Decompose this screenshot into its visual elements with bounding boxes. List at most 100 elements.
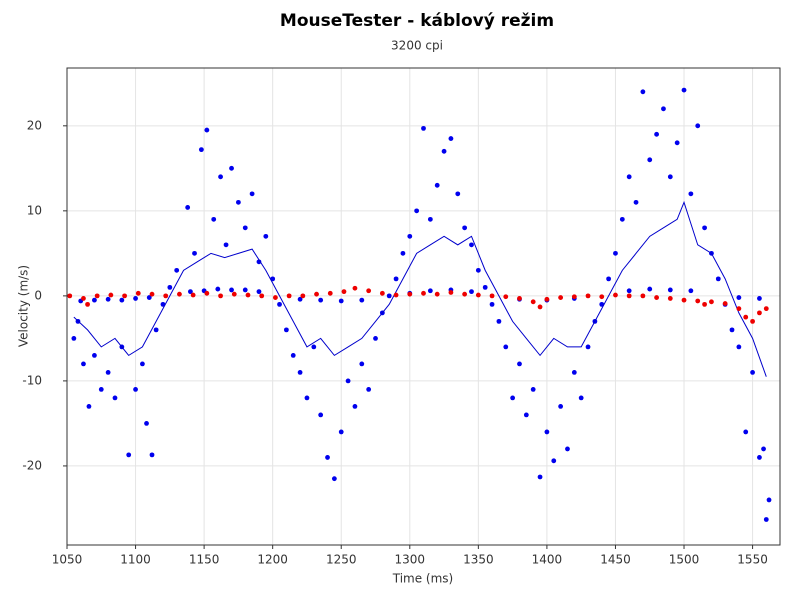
data-point	[729, 327, 735, 333]
data-point	[475, 267, 481, 273]
data-point	[188, 289, 193, 295]
data-point	[153, 327, 159, 333]
x-tick-label: 1400	[532, 553, 563, 567]
chart-subtitle: 3200 cpi	[391, 39, 443, 53]
data-point	[94, 293, 100, 299]
data-point	[537, 304, 543, 310]
x-tick-label: 1300	[395, 553, 426, 567]
data-point	[352, 404, 358, 409]
x-tick-label: 1500	[669, 553, 700, 567]
data-point	[469, 289, 474, 295]
data-point	[743, 429, 749, 435]
data-point	[144, 421, 149, 426]
y-tick-label: -20	[22, 458, 42, 472]
x-tick-label: 1350	[463, 553, 494, 567]
data-point	[331, 476, 337, 482]
series-line	[73, 200, 767, 377]
data-point	[163, 293, 169, 299]
data-point	[407, 291, 413, 297]
y-tick-label: 20	[27, 118, 42, 132]
data-point	[571, 369, 577, 375]
data-point	[613, 250, 618, 256]
data-point	[211, 216, 217, 222]
data-point	[763, 306, 769, 312]
data-point	[695, 298, 701, 304]
data-point	[314, 291, 319, 297]
data-point	[86, 404, 92, 409]
data-point	[421, 125, 426, 131]
x-tick-label: 1200	[257, 553, 288, 567]
data-point	[393, 276, 399, 282]
chart-title: MouseTester - káblový režim	[280, 11, 554, 31]
data-point	[223, 242, 229, 248]
data-point	[273, 295, 278, 300]
data-point	[218, 174, 223, 180]
x-tick-label: 1150	[189, 553, 220, 567]
data-point	[455, 191, 461, 197]
data-point	[750, 369, 755, 375]
data-point	[81, 296, 86, 301]
data-point	[133, 387, 138, 392]
data-point	[489, 301, 495, 307]
data-point	[448, 290, 454, 295]
data-point	[702, 225, 707, 231]
data-point	[229, 287, 234, 293]
y-axis-label: Velocity (m/s)	[17, 265, 31, 347]
data-point	[366, 387, 372, 392]
data-point	[503, 294, 509, 300]
data-point	[688, 288, 694, 294]
data-point	[667, 287, 673, 293]
data-point	[674, 140, 680, 146]
data-point	[606, 276, 612, 282]
data-point	[757, 455, 762, 460]
data-point	[133, 296, 138, 301]
data-point	[327, 290, 333, 296]
data-point	[215, 286, 221, 292]
data-point	[229, 165, 234, 171]
data-point	[386, 293, 392, 299]
data-point	[647, 286, 653, 292]
data-point	[626, 293, 632, 299]
data-point	[763, 517, 769, 522]
data-point	[283, 327, 289, 333]
data-point	[709, 299, 714, 305]
data-point	[421, 290, 426, 296]
data-point	[149, 452, 155, 458]
data-point	[448, 136, 454, 141]
y-tick-label: -10	[22, 373, 42, 387]
data-point	[105, 369, 111, 375]
data-point	[345, 378, 351, 384]
x-tick-label: 1250	[326, 553, 357, 567]
data-point	[441, 148, 447, 154]
data-point	[681, 87, 687, 93]
data-point	[414, 208, 420, 214]
data-point	[571, 294, 577, 300]
data-point	[510, 395, 516, 401]
data-point	[242, 225, 248, 231]
data-point	[126, 452, 132, 458]
data-point	[290, 352, 296, 358]
data-point	[338, 298, 344, 304]
data-point	[98, 387, 104, 392]
data-point	[235, 199, 241, 205]
data-point	[204, 127, 210, 133]
data-point	[311, 344, 317, 350]
data-point	[626, 288, 632, 294]
x-axis-label: Time (ms)	[392, 572, 454, 586]
data-point	[647, 157, 653, 163]
data-point	[633, 199, 639, 205]
data-point	[140, 361, 145, 367]
data-point	[167, 284, 173, 290]
data-point	[558, 404, 564, 409]
data-point	[750, 318, 755, 324]
data-point	[300, 293, 306, 299]
data-point	[249, 191, 255, 197]
data-point	[667, 174, 673, 180]
data-point	[537, 474, 543, 480]
data-point	[304, 395, 310, 401]
x-tick-label: 1450	[600, 553, 631, 567]
data-point	[626, 174, 632, 180]
data-point	[462, 291, 468, 297]
data-point	[757, 296, 762, 301]
data-point	[231, 291, 237, 297]
